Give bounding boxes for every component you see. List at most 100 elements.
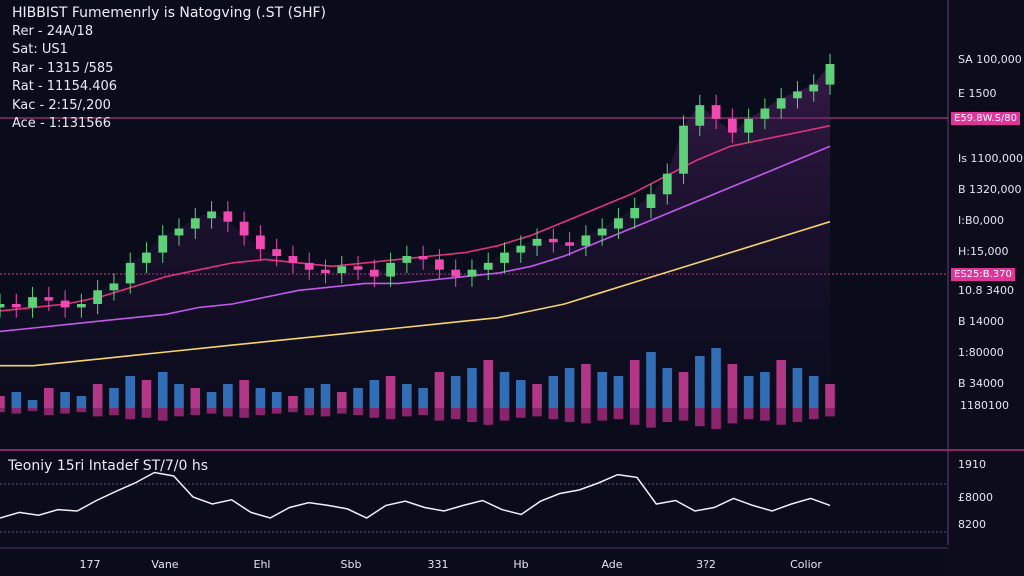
- candle-body: [321, 269, 330, 274]
- volume-bar: [515, 380, 526, 408]
- volume-bar: [808, 376, 819, 408]
- info-line: Sat: US1: [12, 42, 68, 57]
- y-tick-label: H:15,000: [958, 245, 1009, 258]
- candle-body: [760, 108, 770, 119]
- volume-bar: [109, 388, 119, 408]
- volume-bar-negative: [288, 408, 298, 413]
- volume-bar: [646, 352, 656, 408]
- candle-body: [679, 125, 688, 174]
- volume-bar-negative: [825, 408, 835, 417]
- candle-body: [223, 211, 233, 222]
- candle-body: [662, 173, 672, 195]
- y-tick-label: Is 1100,000: [958, 152, 1023, 165]
- volume-bar: [581, 364, 591, 408]
- price-area-fill: [0, 64, 830, 400]
- volume-bar-negative: [174, 408, 184, 417]
- volume-bar-negative: [776, 408, 786, 425]
- moving-average-lines: [0, 124, 831, 367]
- chart-title: HIBBIST Fumemenrly is Natogving (.ST (SH…: [12, 5, 327, 21]
- y-tick-label: B 14000: [958, 315, 1005, 328]
- y-tick-label: B 1320,000: [958, 183, 1022, 196]
- right-axis-panel: [948, 0, 1024, 576]
- volume-bar-negative: [109, 408, 119, 415]
- chart-info: HIBBIST Fumemenrly is Natogving (.ST (SH…: [12, 4, 326, 134]
- volume-bar-negative: [467, 408, 477, 422]
- x-tick-label: Sbb: [340, 558, 362, 571]
- x-tick-label: 331: [427, 558, 449, 571]
- candle-body: [207, 211, 216, 219]
- price-tag-upper: E59.8W.S/80: [951, 112, 1020, 125]
- sub-axis-label: 1910: [958, 458, 986, 471]
- volume-bar: [44, 388, 54, 408]
- volume-bar: [743, 376, 754, 408]
- volume-bar: [271, 392, 282, 408]
- candle-body: [11, 304, 21, 308]
- volume-bar-negative: [483, 408, 494, 425]
- volume-bar: [450, 376, 461, 408]
- candle-body: [28, 297, 37, 308]
- y-tick-label: 1:80000: [958, 346, 1004, 359]
- volume-bar-negative: [402, 408, 412, 417]
- volume-bar-negative: [532, 408, 542, 417]
- candle-body: [711, 105, 721, 119]
- candle-body: [158, 235, 168, 253]
- candle-body: [190, 218, 200, 229]
- volume-bar: [369, 380, 380, 408]
- volume-bar: [190, 388, 201, 408]
- candle-body: [288, 256, 298, 263]
- candle-body: [0, 304, 5, 308]
- candle-body: [646, 194, 656, 208]
- volume-bar: [353, 388, 363, 408]
- ma-line: [0, 124, 831, 312]
- candle-body: [793, 91, 802, 99]
- volume-bar-negative: [125, 408, 135, 420]
- volume-bar: [336, 392, 347, 408]
- volume-bar-negative: [597, 408, 607, 421]
- volume-bar: [499, 372, 510, 408]
- y-tick-label: SA 100,000: [958, 53, 1022, 66]
- volume-bar: [760, 372, 770, 408]
- volume-bar: [239, 380, 249, 408]
- candle-body: [451, 269, 461, 277]
- info-line: Rat - 11154.406: [12, 79, 118, 94]
- sub-chart-title: Teoniy 15ri Intadef ST/7/0 hs: [8, 458, 209, 474]
- volume-bar-negative: [418, 408, 428, 415]
- volume-bar: [76, 396, 87, 408]
- x-tick-label: 177: [79, 558, 101, 571]
- volume-bar: [206, 392, 217, 408]
- candle-body: [402, 256, 412, 263]
- volume-bar-negative: [255, 408, 266, 415]
- volume-bar-negative: [792, 408, 803, 422]
- x-tick-label: Colior: [790, 558, 822, 571]
- price-tag-lower: ES25:B.370: [951, 268, 1015, 281]
- candle-body: [435, 259, 444, 270]
- candle-body: [93, 290, 103, 304]
- volume-bar-negative: [515, 408, 526, 418]
- volume-bar-negative: [760, 408, 770, 421]
- volume-bar-negative: [92, 408, 103, 417]
- volume-bar-negative: [629, 408, 640, 425]
- volume-bar: [434, 372, 445, 408]
- volume-bar-negative: [27, 408, 38, 411]
- volume-bar-negative: [239, 408, 249, 418]
- volume-bar: [483, 360, 494, 408]
- volume-bar: [467, 368, 477, 408]
- x-tick-label: Vane: [151, 558, 179, 571]
- ma-line: [0, 145, 831, 333]
- volume-bar: [223, 384, 233, 408]
- candle-body: [76, 304, 86, 308]
- x-tick-label: 3?2: [696, 558, 716, 571]
- y-tick-label: I:B0,000: [958, 214, 1004, 227]
- volume-bar-negative: [271, 408, 282, 414]
- volume-bar: [125, 376, 135, 408]
- volume-bar-negative: [0, 408, 5, 413]
- candle-body: [548, 238, 558, 243]
- candle-body: [60, 300, 70, 308]
- volume-bar-negative: [548, 408, 559, 420]
- candle-body: [304, 262, 314, 270]
- info-line: Kac - 2:15/,200: [12, 97, 111, 113]
- volume-bar-negative: [808, 408, 819, 420]
- candle-body: [353, 266, 363, 270]
- volume-bar: [157, 372, 168, 408]
